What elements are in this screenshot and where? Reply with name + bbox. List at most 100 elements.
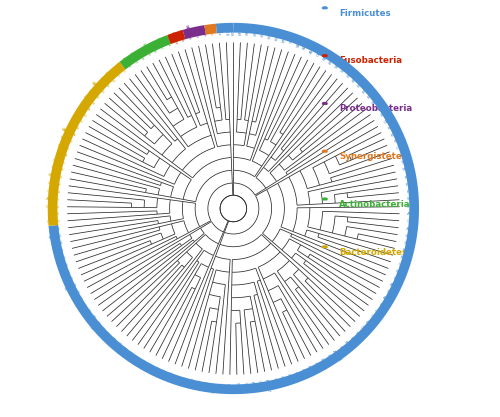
Text: BB1G: BB1G	[402, 248, 413, 255]
Text: ST5: ST5	[376, 104, 384, 112]
Text: KSB1: KSB1	[406, 189, 417, 194]
Text: CG01: CG01	[74, 296, 85, 305]
Text: KFT11: KFT11	[90, 320, 102, 331]
Text: CT10: CT10	[398, 262, 408, 269]
Text: KG4: KG4	[121, 345, 130, 354]
Text: AG10: AG10	[382, 296, 393, 305]
Text: SB6c: SB6c	[208, 25, 214, 36]
Text: ST7B: ST7B	[394, 269, 406, 277]
Text: KG4b: KG4b	[48, 212, 60, 216]
Text: CT01: CT01	[369, 314, 380, 324]
Text: KFG5b: KFG5b	[48, 181, 62, 187]
Text: KFG4: KFG4	[152, 364, 161, 376]
Text: KSG4b: KSG4b	[50, 166, 64, 172]
Text: KSG4: KSG4	[86, 314, 98, 324]
Text: SB66c: SB66c	[216, 22, 220, 35]
Text: SB6b: SB6b	[76, 109, 87, 118]
Text: BB06c: BB06c	[177, 29, 184, 43]
Text: KG3b: KG3b	[68, 122, 80, 131]
Text: FT19: FT19	[392, 276, 402, 284]
Text: BB022b: BB022b	[60, 127, 76, 138]
Text: SG3: SG3	[340, 65, 349, 74]
Text: Fusobacteria: Fusobacteria	[340, 56, 402, 65]
Text: Proteobacteria: Proteobacteria	[340, 104, 412, 113]
Text: KFB8: KFB8	[326, 354, 334, 365]
Text: ST9: ST9	[400, 159, 409, 165]
Text: KG11: KG11	[378, 302, 389, 311]
Text: BT1B: BT1B	[343, 341, 353, 352]
Text: ST6: ST6	[80, 302, 89, 309]
Text: KFT1: KFT1	[272, 377, 278, 388]
Text: KB05: KB05	[404, 234, 416, 239]
Text: CG05c: CG05c	[115, 61, 126, 74]
Text: SG9: SG9	[398, 152, 408, 158]
Text: SG7: SG7	[235, 382, 239, 391]
Text: SB66b: SB66b	[78, 101, 91, 112]
Text: BB022: BB022	[64, 283, 78, 292]
Text: KSB7: KSB7	[260, 26, 266, 38]
Text: SB5: SB5	[63, 269, 72, 276]
Text: AT14: AT14	[406, 226, 416, 232]
Text: CB01: CB01	[384, 116, 395, 124]
Text: ST7: ST7	[386, 289, 394, 296]
Text: KFT3: KFT3	[402, 166, 413, 172]
Text: CG03: CG03	[102, 331, 113, 342]
Text: AG2: AG2	[302, 41, 310, 51]
Text: KST3: KST3	[292, 370, 300, 382]
Text: KSBG: KSBG	[312, 361, 322, 373]
Text: CT06: CT06	[174, 373, 181, 384]
Text: CG01c: CG01c	[56, 143, 70, 151]
Text: SG5: SG5	[168, 370, 174, 380]
Text: KFG5: KFG5	[97, 325, 108, 336]
Text: CB03: CB03	[82, 308, 94, 318]
Text: CB03b: CB03b	[52, 158, 66, 165]
Text: Bacteroidetes: Bacteroidetes	[340, 248, 407, 256]
Text: CG22b: CG22b	[82, 94, 96, 106]
Text: BB06b: BB06b	[60, 136, 74, 144]
Text: SB5c: SB5c	[200, 27, 206, 38]
Text: ABG07: ABG07	[264, 379, 271, 393]
Text: SB66: SB66	[56, 255, 67, 262]
Text: BG01: BG01	[366, 90, 378, 100]
Text: KFB7: KFB7	[328, 54, 338, 65]
Text: AG04b: AG04b	[46, 197, 60, 201]
Text: KFBT: KFBT	[319, 358, 328, 369]
Text: SB6: SB6	[60, 262, 70, 269]
Text: CT18: CT18	[220, 382, 224, 392]
Text: BBB2: BBB2	[403, 241, 415, 247]
Text: BT07: BT07	[349, 336, 359, 346]
Text: KSG1: KSG1	[405, 181, 416, 187]
Text: KST1: KST1	[286, 373, 292, 384]
Text: KFB9: KFB9	[160, 368, 168, 379]
Text: BBB3: BBB3	[354, 331, 365, 342]
Text: ABG01: ABG01	[332, 349, 343, 363]
Text: KFC2: KFC2	[246, 25, 251, 35]
Text: ST6c: ST6c	[164, 37, 171, 48]
Text: KST5: KST5	[390, 130, 402, 138]
Text: KST4: KST4	[306, 364, 314, 376]
Text: KSB3: KSB3	[275, 29, 281, 41]
Text: KG1: KG1	[232, 26, 235, 35]
Text: CG05: CG05	[113, 341, 124, 352]
Text: KT2: KT2	[380, 111, 388, 118]
Text: ST66b: ST66b	[98, 77, 110, 89]
Text: CG01b: CG01b	[46, 219, 60, 224]
Text: KSG9: KSG9	[362, 84, 373, 95]
Text: CT11: CT11	[406, 219, 417, 224]
Text: KFT11c: KFT11c	[140, 43, 151, 58]
Text: CG05b: CG05b	[46, 204, 60, 208]
Text: AB9: AB9	[407, 212, 416, 216]
Text: CT03: CT03	[374, 308, 384, 317]
Text: KFB4: KFB4	[346, 68, 356, 79]
Text: CG10: CG10	[212, 381, 217, 393]
Text: SG10: SG10	[228, 382, 232, 393]
Text: KSB8: KSB8	[357, 79, 368, 89]
Text: KSG4c: KSG4c	[148, 40, 158, 54]
Text: KST3: KST3	[126, 349, 136, 360]
Text: KFT1: KFT1	[146, 361, 154, 372]
Text: KG3: KG3	[66, 276, 75, 283]
Text: AG04: AG04	[108, 336, 118, 347]
Text: CB08b: CB08b	[87, 88, 100, 100]
Text: KT3: KT3	[400, 255, 408, 261]
Text: SB5b: SB5b	[72, 116, 84, 124]
